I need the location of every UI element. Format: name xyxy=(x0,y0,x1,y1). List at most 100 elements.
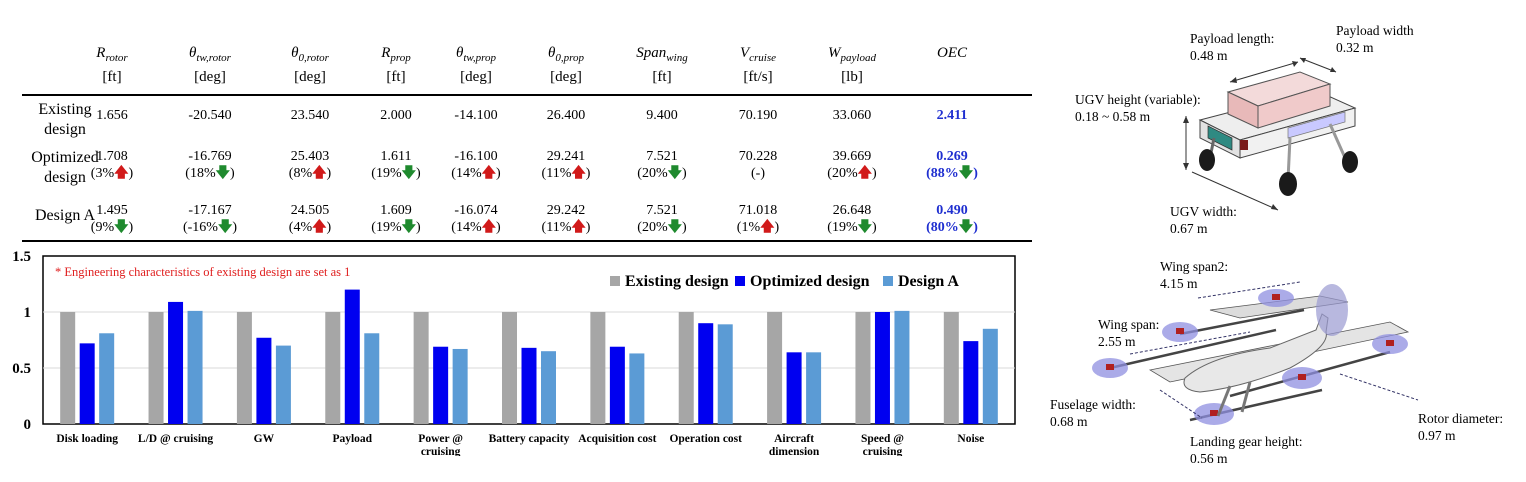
change-percent: (19%🡇) xyxy=(371,166,421,181)
x-tick-label: Disk loading xyxy=(56,433,118,445)
row-label: Optimized design xyxy=(31,149,99,186)
bar xyxy=(874,312,890,424)
bar xyxy=(894,310,910,424)
table-cell: -16.769 (18%🡇) xyxy=(168,148,252,182)
change-percent: (19%🡇) xyxy=(827,220,877,235)
column-unit: [deg] xyxy=(194,69,226,85)
bar xyxy=(982,328,998,424)
wing-span-value: 2.55 m xyxy=(1098,334,1136,349)
bar xyxy=(767,312,783,424)
landing-gear-height-title: Landing gear height: xyxy=(1190,434,1303,449)
x-tick-label: GW xyxy=(254,433,275,445)
arrow-down-icon: 🡇 xyxy=(857,220,873,235)
x-tick-label: Power @ cruising xyxy=(418,433,463,456)
arrow-up-icon: 🡅 xyxy=(481,220,497,235)
column-unit: [deg] xyxy=(550,69,582,85)
wing-span2-title: Wing span2: xyxy=(1160,259,1229,274)
arrow-up-icon: 🡅 xyxy=(857,166,873,181)
bar xyxy=(99,333,115,424)
arrow-down-icon: 🡇 xyxy=(958,166,974,181)
x-tick-label: L/D @ cruising xyxy=(138,433,213,445)
fuselage-width-label: Fuselage width: 0.68 m xyxy=(1050,396,1136,430)
table-cell: 23.540 xyxy=(290,108,330,123)
column-header: Spanwing [ft] xyxy=(620,44,704,87)
table-cell: 26.648 (19%🡇) xyxy=(810,202,894,236)
wing-span2-label: Wing span2: 4.15 m xyxy=(1160,258,1228,292)
change-percent: (18%🡇) xyxy=(185,166,235,181)
change-percent: (4%🡅) xyxy=(288,220,332,235)
table-cell: 33.060 xyxy=(832,108,872,123)
engineering-characteristics-chart: 0 0.5 1 1.5 Disk loading L/D @ cruising GW Payl… xyxy=(12,249,1016,456)
arrow-up-icon: 🡅 xyxy=(571,220,586,235)
payload-width-title: Payload width xyxy=(1336,23,1414,38)
legend-swatch xyxy=(883,276,893,286)
legend-label: Existing design xyxy=(625,273,729,290)
arrow-down-icon: 🡇 xyxy=(114,220,129,235)
arrow-up-icon: 🡅 xyxy=(760,220,775,235)
table-cell: 39.669 (20%🡅) xyxy=(810,148,894,182)
payload-width-value: 0.32 m xyxy=(1336,40,1374,55)
column-header: θ0,rotor [deg] xyxy=(268,44,352,87)
table-cell: 29.242 (11%🡅) xyxy=(524,202,608,236)
table-cell: -14.100 xyxy=(454,108,498,123)
column-symbol: OEC xyxy=(937,45,967,61)
column-symbol: Rrotor xyxy=(96,45,128,64)
ugv-width-value: 0.67 m xyxy=(1170,221,1208,236)
x-tick-label: Noise xyxy=(957,433,984,445)
ugv-width-title: UGV width: xyxy=(1170,204,1237,219)
column-header: θtw,prop [deg] xyxy=(434,44,518,87)
column-symbol: θtw,prop xyxy=(455,45,497,64)
change-percent: (20%🡇) xyxy=(637,166,687,181)
bar xyxy=(236,312,252,424)
x-tick-label: Speed @ cruising xyxy=(861,433,904,456)
bar xyxy=(521,347,537,424)
table-cell: 70.228 (-) xyxy=(716,148,800,182)
column-symbol: Wpayload xyxy=(828,45,876,64)
ugv-height-title: UGV height (variable): xyxy=(1075,92,1201,107)
table-cell: 0.490 (80%🡇) xyxy=(910,202,994,236)
column-header: θtw,rotor [deg] xyxy=(168,44,252,87)
bar xyxy=(344,289,360,424)
bar xyxy=(629,353,645,424)
payload-length-title: Payload length: xyxy=(1190,31,1275,46)
column-unit: [ft] xyxy=(386,69,406,85)
bar xyxy=(79,343,95,424)
bar xyxy=(786,352,802,424)
arrow-down-icon: 🡇 xyxy=(217,220,233,235)
bar xyxy=(60,312,76,424)
table-cell: 1.495 (9%🡇) xyxy=(70,202,154,236)
bar xyxy=(609,346,625,424)
payload-length-label: Payload length: 0.48 m xyxy=(1190,30,1274,64)
row-label: Design A xyxy=(35,207,95,224)
change-percent: (-16%🡇) xyxy=(182,220,238,235)
bar xyxy=(502,312,517,424)
bar xyxy=(325,312,341,424)
column-header: OEC xyxy=(910,44,994,63)
table-cell: 25.403 (8%🡅) xyxy=(268,148,352,182)
change-percent: (8%🡅) xyxy=(288,166,332,181)
fuselage-width-value: 0.68 m xyxy=(1050,414,1088,429)
wing-span-title: Wing span: xyxy=(1098,317,1160,332)
arrow-down-icon: 🡇 xyxy=(215,166,231,181)
table-rule-top xyxy=(22,94,1032,96)
arrow-down-icon: 🡇 xyxy=(667,220,683,235)
table-cell: -16.074 (14%🡅) xyxy=(434,202,518,236)
x-tick-label: Acquisition cost xyxy=(578,433,656,445)
legend-label: Optimized design xyxy=(750,273,870,290)
x-tick-label: Battery capacity xyxy=(489,433,570,445)
change-percent: (14%🡅) xyxy=(451,220,501,235)
bar xyxy=(433,346,449,424)
rotor-diameter-value: 0.97 m xyxy=(1418,428,1456,443)
column-header: Rprop [ft] xyxy=(354,44,438,87)
column-unit: [ft] xyxy=(102,69,122,85)
change-percent: (9%🡇) xyxy=(90,220,134,235)
y-tick-label: 0.5 xyxy=(12,361,31,377)
column-header: Rrotor [ft] xyxy=(70,44,154,87)
change-percent: (11%🡅) xyxy=(541,220,591,235)
table-cell: 7.521 (20%🡇) xyxy=(620,202,704,236)
bar xyxy=(148,312,164,424)
table-cell: -16.100 (14%🡅) xyxy=(434,148,518,182)
bar xyxy=(717,324,733,424)
table-cell: 24.505 (4%🡅) xyxy=(268,202,352,236)
bar xyxy=(256,337,272,424)
